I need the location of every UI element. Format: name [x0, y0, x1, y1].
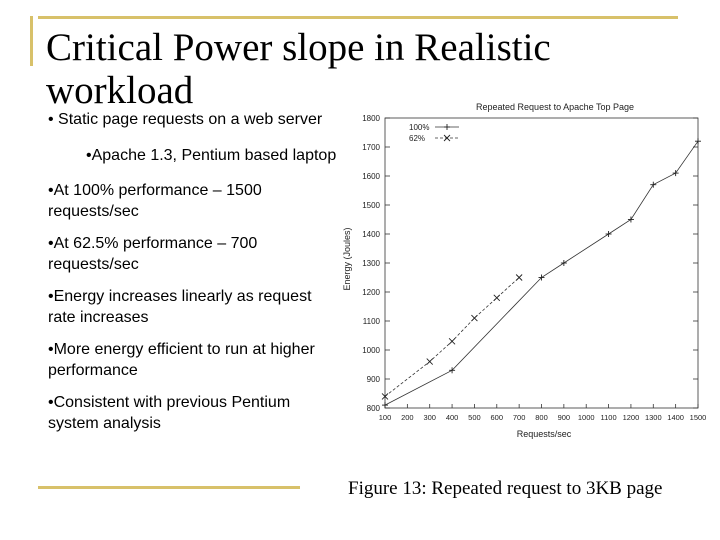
x-tick-label: 400	[446, 413, 459, 422]
chart-plot-area	[381, 138, 701, 409]
legend-label: 100%	[409, 123, 429, 132]
x-tick-label: 600	[491, 413, 504, 422]
bullet-item: •Energy increases linearly as request ra…	[48, 288, 312, 326]
left-accent-line	[30, 16, 33, 66]
marker-x	[471, 314, 478, 322]
y-tick-label: 1000	[362, 346, 380, 355]
energy-chart: Repeated Request to Apache Top Page Ener…	[342, 102, 706, 439]
y-tick-label: 1400	[362, 230, 380, 239]
series-line	[384, 277, 520, 397]
x-axis-label: Requests/sec	[517, 429, 572, 439]
series-1	[381, 274, 523, 400]
series-0	[382, 138, 701, 409]
y-tick-label: 1500	[362, 201, 380, 210]
series-line	[384, 140, 699, 406]
figure-caption: Figure 13: Repeated request to 3KB page	[348, 478, 663, 499]
plot-frame	[384, 117, 699, 409]
x-tick-label: 800	[535, 413, 548, 422]
x-tick-label: 900	[558, 413, 571, 422]
y-tick-label: 1100	[363, 317, 381, 326]
marker-x	[515, 274, 523, 281]
top-accent-line	[38, 16, 678, 19]
x-tick-label: 700	[513, 413, 526, 422]
bullet-item: • Static page requests on a web server	[48, 111, 323, 128]
chart-title: Repeated Request to Apache Top Page	[476, 102, 634, 112]
bullet-list: • Static page requests on a web server •…	[48, 109, 338, 434]
x-tick-label: 200	[401, 413, 414, 422]
marker-x	[426, 358, 434, 365]
x-tick-label: 1200	[623, 413, 640, 422]
x-tick-label: 1500	[690, 413, 707, 422]
y-tick-label: 1800	[362, 114, 380, 123]
x-tick-label: 300	[423, 413, 436, 422]
marker-x	[381, 393, 389, 400]
y-tick-label: 900	[367, 375, 381, 384]
legend-label: 62%	[409, 134, 425, 143]
y-tick-label: 1700	[362, 143, 380, 152]
x-tick-label: 100	[379, 413, 392, 422]
y-tick-label: 800	[367, 404, 381, 413]
chart-legend: 100% 62%	[409, 123, 459, 143]
x-tick-label: 1100	[601, 413, 617, 422]
y-tick-label: 1600	[362, 172, 380, 181]
x-tick-label: 1400	[667, 413, 684, 422]
bullet-item: •Apache 1.3, Pentium based laptop	[86, 147, 337, 164]
bullet-item: •More energy efficient to run at higher …	[48, 341, 315, 379]
slide-title: Critical Power slope in Realistic worklo…	[46, 26, 551, 112]
marker-x	[493, 294, 501, 302]
bullet-item: •At 62.5% performance – 700 requests/sec	[48, 235, 258, 273]
y-axis-label: Energy (Joules)	[342, 227, 352, 290]
bullet-item: •Consistent with previous Pentium system…	[48, 394, 291, 432]
y-tick-label: 1300	[362, 259, 380, 268]
x-tick-label: 1300	[645, 413, 662, 422]
chart-axes: 800 900 1000 1100 1200 1300 1400 1500 1600 1700 18…	[362, 114, 706, 422]
marker-x	[443, 134, 451, 142]
marker-x	[448, 337, 456, 345]
bottom-accent-line	[38, 486, 300, 489]
x-tick-label: 500	[468, 413, 481, 422]
x-tick-label: 1000	[578, 413, 595, 422]
bullet-item: •At 100% performance – 1500 requests/sec	[48, 182, 262, 220]
y-tick-label: 1200	[362, 288, 380, 297]
